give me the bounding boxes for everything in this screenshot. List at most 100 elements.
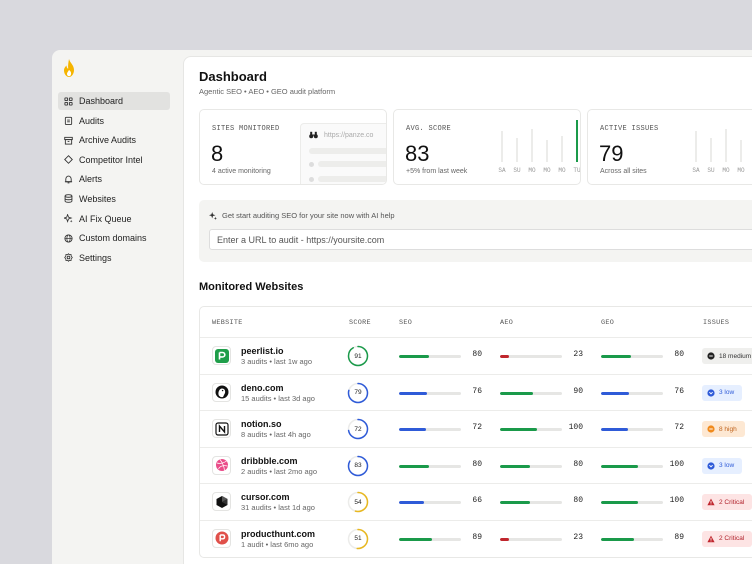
site-name[interactable]: dribbble.com bbox=[241, 455, 298, 466]
spark-day-label: MO bbox=[528, 167, 536, 174]
card-active-issues[interactable]: ACTIVE ISSUES 79 Across all sites SA SU MO… bbox=[587, 109, 752, 185]
prompt-hint: Get start auditing SEO for your site now… bbox=[209, 211, 395, 220]
sidebar-item-audits[interactable]: Audits bbox=[58, 112, 170, 130]
prompt-hint-text: Get start auditing SEO for your site now… bbox=[222, 211, 395, 220]
site-preview: https://panze.co bbox=[300, 123, 386, 184]
issues-badge[interactable]: 18 medium bbox=[702, 348, 752, 364]
table-row[interactable]: deno.com 15 audits • last 3d ago 79 76 90 76 3… bbox=[200, 375, 752, 411]
app-window: Dashboard Audits Archive Audits Competitor … bbox=[52, 50, 752, 564]
spark-bar bbox=[561, 135, 563, 162]
geo-bar bbox=[601, 464, 663, 468]
spark-day-label: MO bbox=[558, 167, 566, 174]
col-website: WEBSITE bbox=[212, 319, 243, 327]
aeo-bar-fill bbox=[500, 391, 534, 395]
card-avg-score[interactable]: AVG. SCORE 83 +5% from last week SA SU MO M… bbox=[393, 109, 581, 185]
score-ring: 79 bbox=[347, 382, 369, 404]
geo-value: 72 bbox=[674, 423, 684, 432]
deno-logo-icon bbox=[215, 385, 228, 399]
issues-badge[interactable]: 3 low bbox=[702, 457, 743, 474]
score-value: 51 bbox=[354, 535, 362, 542]
site-name[interactable]: peerlist.io bbox=[241, 346, 284, 356]
seo-value: 80 bbox=[472, 459, 482, 469]
score-value: 91 bbox=[354, 352, 362, 360]
table-row[interactable]: producthunt.com 1 audit • last 6mo ago 51 8… bbox=[200, 521, 752, 558]
spark-bar bbox=[576, 120, 578, 162]
card-sub: 4 active monitoring bbox=[212, 168, 271, 175]
sidebar-item-websites[interactable]: Websites bbox=[58, 190, 170, 208]
score-value: 83 bbox=[354, 462, 362, 469]
col-score: SCORE bbox=[349, 319, 371, 327]
warning-icon bbox=[707, 535, 715, 542]
card-sub: Across all sites bbox=[600, 168, 647, 175]
aeo-bar bbox=[500, 501, 562, 504]
issues-badge-label: 3 low bbox=[719, 462, 735, 469]
sidebar-item-label: Settings bbox=[79, 252, 112, 263]
sidebar-item-dashboard[interactable]: Dashboard bbox=[58, 92, 170, 110]
card-value: 83 bbox=[405, 141, 430, 166]
score-value: 72 bbox=[354, 425, 362, 433]
col-issues: ISSUES bbox=[703, 319, 730, 327]
cursor-logo-icon bbox=[216, 495, 227, 508]
sidebar-item-label: Dashboard bbox=[79, 96, 124, 106]
site-meta: 31 audits • last 1d ago bbox=[241, 503, 315, 512]
site-logo bbox=[212, 528, 231, 548]
score-ring-graphic bbox=[347, 491, 369, 513]
gear-icon bbox=[64, 253, 73, 263]
issues-badge-label: 2 Critical bbox=[719, 535, 745, 542]
aeo-bar-fill bbox=[500, 464, 530, 468]
aeo-value: 23 bbox=[573, 350, 583, 359]
aeo-bar-fill bbox=[500, 501, 530, 504]
table-row[interactable]: cursor.com 31 audits • last 1d ago 54 66 80 1… bbox=[200, 484, 752, 521]
aeo-value: 90 bbox=[573, 386, 583, 396]
seo-bar bbox=[399, 428, 461, 431]
geo-bar bbox=[601, 428, 663, 431]
issues-badge-label: 3 low bbox=[719, 389, 735, 396]
issues-badge[interactable]: 8 high bbox=[702, 421, 745, 437]
seo-bar-fill bbox=[399, 428, 426, 431]
card-label: SITES MONITORED bbox=[212, 125, 280, 133]
issues-badge[interactable]: 2 Critical bbox=[702, 530, 752, 547]
sidebar-item-custom-domains[interactable]: Custom domains bbox=[58, 229, 170, 247]
score-ring: 91 bbox=[347, 345, 369, 367]
spark-day-label: TU bbox=[573, 167, 581, 174]
sidebar-item-competitor-intel[interactable]: Competitor Intel bbox=[58, 151, 170, 169]
table-row[interactable]: notion.so 8 audits • last 4h ago 72 72 100 72… bbox=[200, 411, 752, 448]
site-name[interactable]: deno.com bbox=[241, 382, 284, 393]
issues-badge-label: 18 medium bbox=[719, 352, 752, 360]
card-sites-monitored[interactable]: SITES MONITORED 8 4 active monitoring ht… bbox=[199, 109, 387, 185]
site-name[interactable]: notion.so bbox=[241, 419, 282, 429]
card-value: 79 bbox=[599, 141, 624, 166]
sidebar: Dashboard Audits Archive Audits Competitor … bbox=[52, 50, 180, 564]
seo-bar-fill bbox=[399, 355, 429, 358]
seo-value: 72 bbox=[472, 423, 482, 432]
spark-bar bbox=[695, 131, 697, 162]
minus-circle-icon bbox=[707, 352, 715, 360]
issues-badge[interactable]: 2 Critical bbox=[702, 494, 752, 510]
table-body: peerlist.io 3 audits • last 1w ago 91 80 23 8… bbox=[200, 338, 752, 557]
site-name[interactable]: producthunt.com bbox=[241, 528, 315, 539]
sidebar-item-settings[interactable]: Settings bbox=[58, 249, 170, 267]
score-ring: 83 bbox=[347, 455, 369, 477]
score-ring: 72 bbox=[347, 418, 369, 440]
sidebar-item-ai-fix-queue[interactable]: AI Fix Queue bbox=[58, 210, 170, 228]
table-row[interactable]: dribbble.com 2 audits • last 2mo ago 83 80 8… bbox=[200, 448, 752, 484]
url-input[interactable] bbox=[209, 229, 752, 250]
sidebar-item-alerts[interactable]: Alerts bbox=[58, 170, 170, 188]
spark-day-label: MO bbox=[737, 167, 745, 174]
seo-value: 89 bbox=[472, 532, 482, 542]
issues-badge-label: 8 high bbox=[719, 425, 737, 433]
websites-table: WEBSITE SCORE SEO AEO GEO ISSUES peerlis… bbox=[199, 306, 752, 558]
score-value: 79 bbox=[354, 389, 362, 396]
spark-day-label: SU bbox=[707, 167, 715, 174]
geo-bar bbox=[601, 355, 663, 358]
preview-line bbox=[318, 161, 386, 167]
table-row[interactable]: peerlist.io 3 audits • last 1w ago 91 80 23 8… bbox=[200, 338, 752, 375]
card-label: AVG. SCORE bbox=[406, 125, 452, 133]
spark-bar bbox=[501, 131, 503, 162]
site-name[interactable]: cursor.com bbox=[241, 492, 290, 502]
sidebar-item-label: AI Fix Queue bbox=[79, 213, 132, 224]
spark-day-label: MO bbox=[543, 167, 551, 174]
issues-badge[interactable]: 3 low bbox=[702, 384, 743, 401]
sidebar-item-archive-audits[interactable]: Archive Audits bbox=[58, 131, 170, 149]
site-logo bbox=[212, 419, 231, 438]
